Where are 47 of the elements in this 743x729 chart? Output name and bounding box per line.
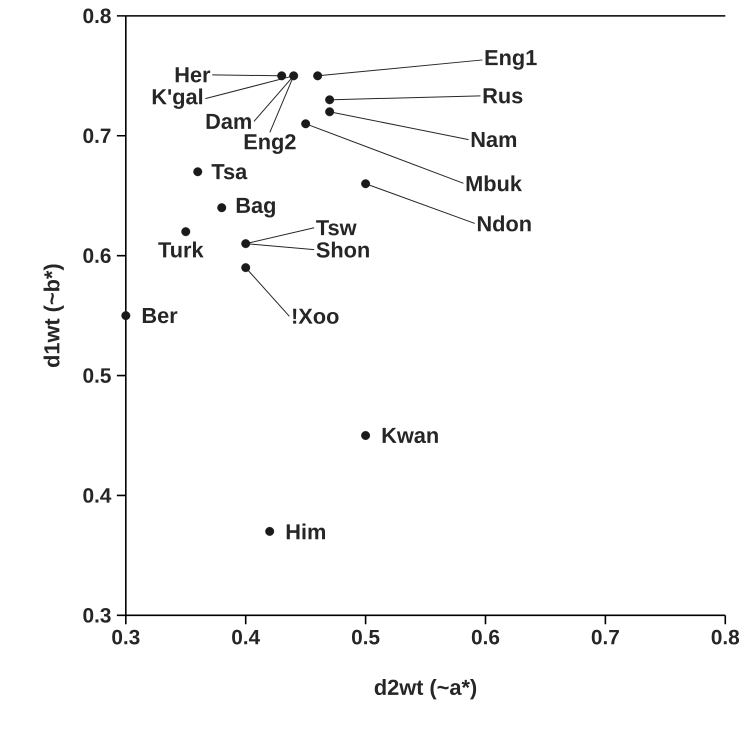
y-axis-title: d1wt (~b*) [44,264,64,367]
annotation: Bag [236,198,275,218]
point [241,238,250,248]
point [289,71,298,80]
y-tick-label: 0.8 [83,8,111,23]
y-tick-label: 0.6 [83,248,111,263]
annotation: Ber [142,308,178,323]
x-tick-label: 0.4 [232,630,260,644]
point [181,226,190,236]
x-tick-label: 0.5 [352,630,380,644]
annotation: Rus [484,88,522,104]
annotation: Nam [472,132,516,147]
annotation: K'gal [152,88,202,109]
point [325,95,334,104]
annotation: Tsw [316,220,357,236]
annotation: Eng2 [244,134,296,154]
point [265,526,274,536]
x-axis-title: d2wt (~a*) [374,678,476,700]
point [217,203,226,212]
point [313,71,322,80]
x-tick-label: 0.8 [712,630,740,644]
annotation: Him [286,523,326,540]
annotation: Kwan [382,428,438,443]
point [325,107,334,116]
annotation: Dam [206,114,251,129]
y-tick-label: 0.5 [83,368,111,383]
annotation: Shon [316,241,369,258]
point [301,119,310,128]
y-tick-label: 0.4 [83,488,112,503]
annotation: Turk [158,241,204,258]
y-tick-label: 0.3 [83,608,111,622]
point [241,262,250,272]
annotation: Tsa [212,164,248,180]
point [193,167,202,176]
annotation: Mbuk [466,175,522,192]
annotation: Ndon [478,215,531,232]
y-tick-label: 0.7 [83,128,110,143]
point [361,179,370,188]
annotation: Her [176,67,210,82]
point [361,430,370,440]
annotation: !Xoo [293,308,339,324]
x-tick-label: 0.6 [472,630,500,644]
point [121,310,130,320]
annotation: Eng1 [486,50,537,70]
x-tick-label: 0.7 [592,630,619,644]
x-tick-label: 0.3 [112,630,140,644]
point [277,71,286,80]
